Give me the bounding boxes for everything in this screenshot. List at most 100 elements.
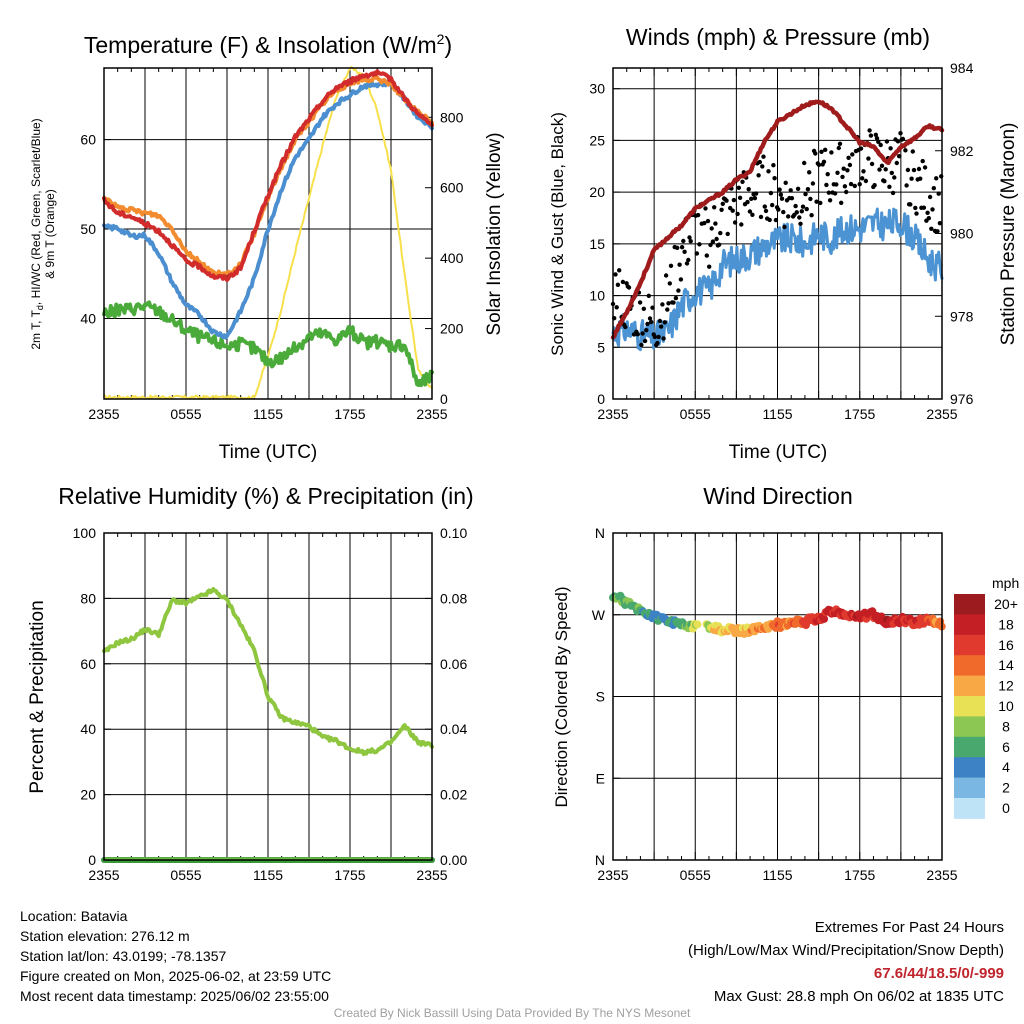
gust-point	[786, 214, 791, 219]
elevation-text: Station elevation: 276.12 m	[20, 928, 190, 944]
figure-created-text: Figure created on Mon, 2025-06-02, at 23…	[20, 968, 332, 984]
gust-point	[620, 279, 626, 285]
temp-panel-border	[103, 67, 433, 400]
wind-panel-xtick-label: 2355	[926, 406, 957, 422]
gust-point	[931, 186, 936, 191]
gust-point	[898, 131, 903, 136]
gust-point	[768, 190, 774, 196]
gust-point	[694, 251, 700, 256]
rh-panel-ytick-right-label: 0.06	[440, 656, 467, 672]
gust-point	[661, 336, 666, 341]
gust-point	[913, 205, 918, 211]
max-gust-text: Max Gust: 28.8 mph On 06/02 at 1835 UTC	[713, 988, 1004, 1005]
wind-panel-xtick-label: 1755	[844, 406, 875, 422]
gust-point	[781, 209, 786, 215]
gust-point	[702, 220, 707, 226]
gust-point	[665, 307, 670, 312]
gust-point	[808, 196, 813, 202]
gust-point	[682, 249, 687, 254]
gust-point	[614, 305, 619, 310]
gust-point	[813, 151, 818, 156]
wind-panel-ytick-label: 5	[597, 339, 605, 355]
gust-point	[641, 306, 646, 311]
gust-point	[925, 210, 930, 215]
gust-point	[642, 338, 648, 344]
gust-point	[758, 214, 764, 220]
rh-panel-ytick-label: 0	[88, 852, 96, 868]
gust-point	[839, 200, 844, 205]
gust-point	[731, 197, 737, 203]
gust-point	[797, 215, 802, 220]
gust-point	[840, 174, 845, 180]
gust-point	[772, 176, 777, 181]
gust-point	[745, 199, 750, 205]
gust-point	[789, 196, 795, 201]
temp-panel-xtick-label: 1155	[253, 406, 283, 422]
gust-point	[747, 209, 753, 214]
gust-point	[918, 176, 923, 181]
gust-point	[884, 139, 890, 144]
gust-point	[823, 147, 828, 152]
location-text: Location: Batavia	[20, 908, 128, 924]
dir-panel-xtick-label: 1155	[762, 867, 792, 883]
gust-point	[836, 145, 841, 151]
wind-panel-ytick-label: 10	[589, 288, 605, 304]
gust-point	[660, 302, 665, 307]
temp-series-line	[102, 69, 434, 282]
gust-point	[647, 316, 653, 321]
gust-point	[705, 218, 711, 224]
rh-panel-xtick-label: 0555	[170, 867, 201, 883]
gust-point	[703, 206, 708, 211]
dir-panel-ytick-label: E	[596, 770, 605, 786]
gust-point	[827, 198, 833, 203]
wind-panel-ytick-right-label: 976	[950, 391, 974, 407]
gust-point	[770, 202, 775, 208]
dir-panel-xtick-label: 1755	[844, 867, 875, 883]
gust-point	[832, 191, 838, 196]
gust-point	[825, 172, 830, 177]
gust-point	[934, 176, 939, 181]
gust-point	[879, 163, 885, 168]
gust-point	[720, 201, 725, 206]
gust-point	[911, 167, 917, 173]
gust-point	[635, 332, 640, 337]
dir-panel-ytick-label: N	[595, 525, 605, 541]
wind-speed-line	[611, 207, 944, 352]
temp-panel-ytick-right-label: 200	[440, 321, 464, 337]
gust-point	[626, 285, 632, 290]
speed-legend-label: 20+	[994, 596, 1018, 612]
temp-ylabel-left-line2: & 9m T (Orange)	[43, 189, 57, 279]
gust-point	[752, 196, 758, 201]
gust-point	[841, 166, 846, 171]
gust-point	[929, 226, 934, 231]
gust-point	[663, 273, 669, 278]
dir-ylabel: Direction (Colored By Speed)	[552, 586, 571, 807]
rh-panel-ytick-right-label: 0.08	[440, 590, 467, 606]
temp-xlabel: Time (UTC)	[219, 442, 318, 463]
gust-point	[697, 242, 702, 247]
dir-panel-xtick-label: 0555	[680, 867, 711, 883]
gust-point	[821, 159, 827, 164]
gust-point	[676, 288, 681, 293]
rh-panel-ytick-right-label: 0.04	[440, 721, 467, 737]
gust-point	[852, 183, 857, 189]
gust-point	[617, 268, 622, 273]
gust-point	[750, 212, 755, 217]
gust-point	[678, 277, 684, 282]
gust-point	[846, 155, 851, 160]
wind-panel-ytick-right-label: 982	[950, 143, 974, 159]
gust-point	[779, 196, 785, 201]
speed-legend-swatch	[954, 675, 985, 697]
gust-point	[842, 184, 848, 189]
temp-panel-ytick-right-label: 600	[440, 180, 464, 196]
speed-legend-swatch	[954, 655, 985, 677]
gust-point	[897, 154, 902, 159]
gust-point	[878, 142, 883, 148]
gust-point	[735, 211, 740, 217]
gust-point	[668, 263, 674, 268]
gust-point	[894, 160, 899, 166]
gust-point	[814, 199, 819, 204]
latlon-text: Station lat/lon: 43.0199; -78.1357	[20, 948, 227, 964]
wind-panel-xtick-label: 2355	[597, 406, 628, 422]
